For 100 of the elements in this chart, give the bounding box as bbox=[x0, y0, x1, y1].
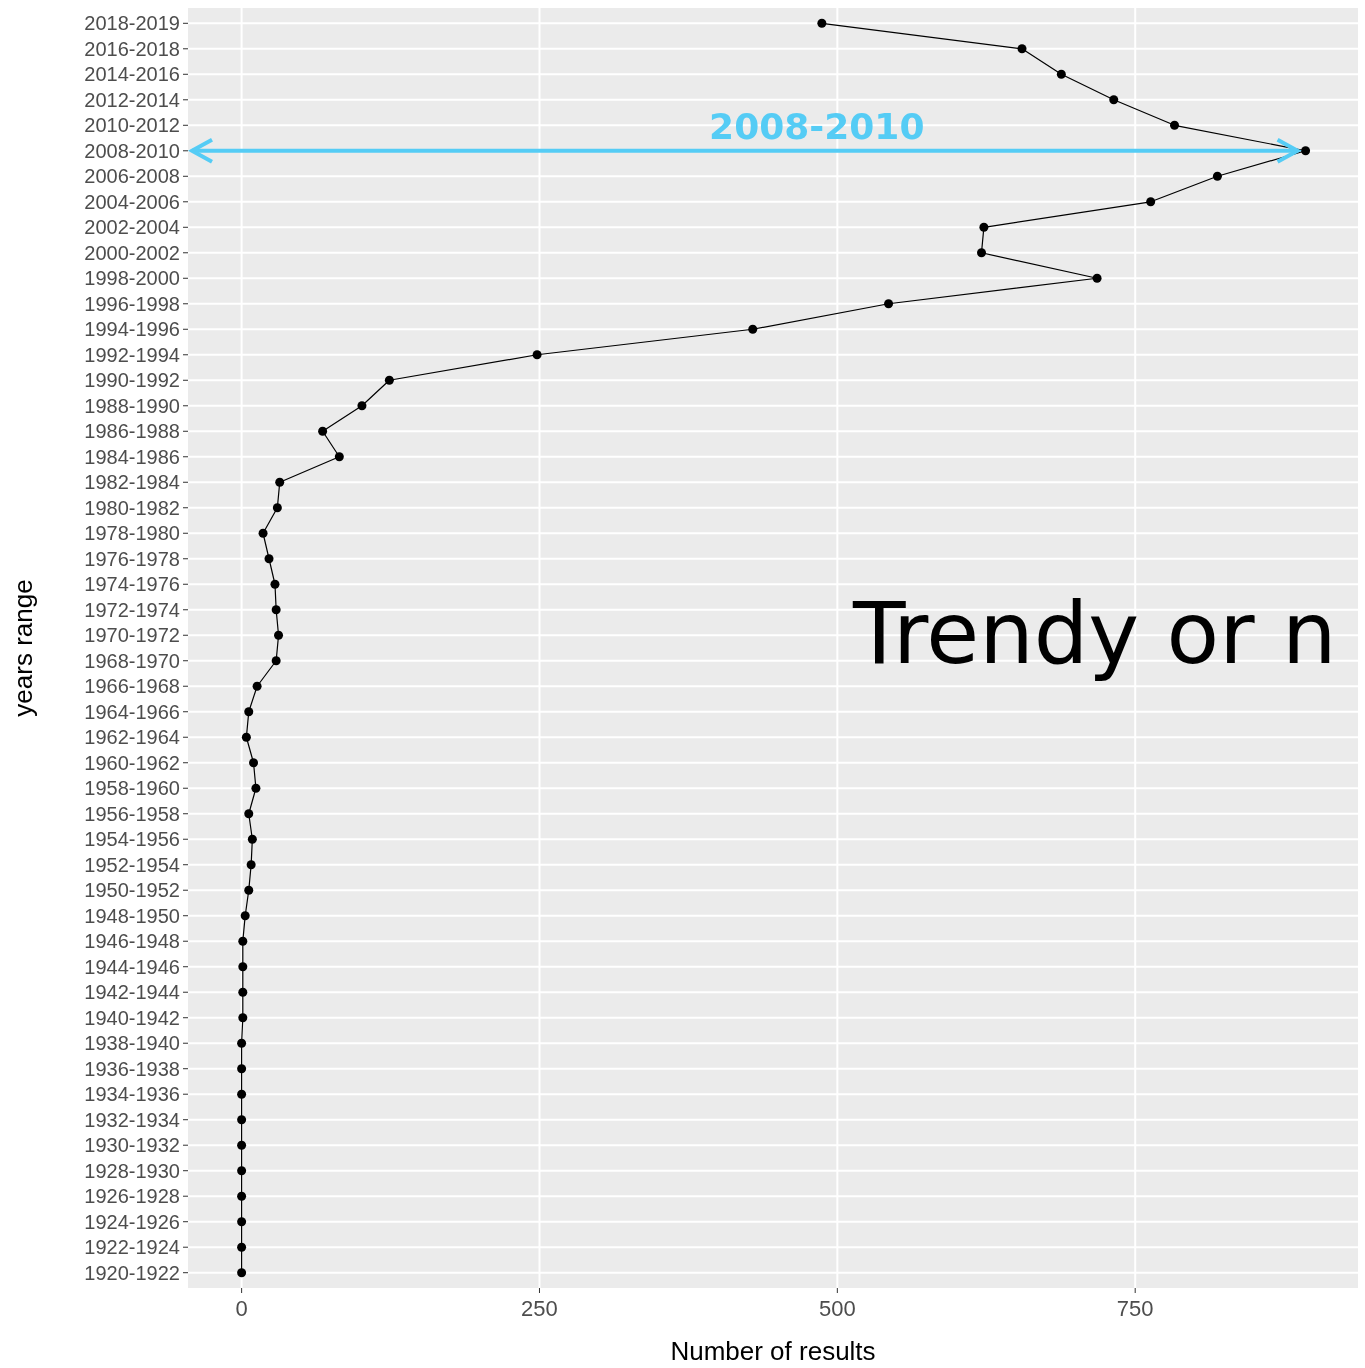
y-tick-label: 1966-1968 bbox=[84, 675, 180, 698]
point bbox=[237, 1166, 247, 1176]
y-tick-label: 1976-1978 bbox=[84, 547, 180, 570]
y-tick-label: 1996-1998 bbox=[84, 292, 180, 315]
point bbox=[1212, 171, 1222, 181]
point bbox=[244, 885, 254, 895]
x-tick-label: 250 bbox=[521, 1296, 558, 1321]
y-tick-label: 1946-1948 bbox=[84, 930, 180, 953]
point bbox=[237, 1038, 247, 1048]
y-tick-label: 2016-2018 bbox=[84, 37, 180, 60]
y-tick-label: 2012-2014 bbox=[84, 88, 180, 111]
x-tick-label: 500 bbox=[818, 1296, 856, 1321]
point bbox=[237, 1191, 247, 1201]
y-tick-label: 1922-1924 bbox=[84, 1236, 180, 1259]
point bbox=[532, 350, 542, 360]
point bbox=[272, 503, 282, 513]
y-tick-label: 2010-2012 bbox=[84, 114, 180, 137]
point bbox=[979, 222, 989, 232]
point bbox=[1092, 273, 1102, 283]
y-tick-label: 1950-1952 bbox=[84, 879, 180, 902]
point bbox=[977, 248, 986, 258]
point bbox=[817, 18, 827, 28]
y-tick-label: 1944-1946 bbox=[84, 955, 180, 978]
y-tick-label: 1992-1994 bbox=[84, 343, 180, 366]
y-axis-title: years range bbox=[8, 579, 38, 717]
point bbox=[334, 452, 344, 462]
point bbox=[238, 962, 248, 972]
y-tick-label: 1930-1932 bbox=[84, 1134, 180, 1157]
point bbox=[244, 707, 254, 717]
y-tick-label: 2014-2016 bbox=[84, 63, 180, 86]
point bbox=[237, 1217, 247, 1227]
y-tick-label: 1932-1934 bbox=[84, 1108, 180, 1131]
y-tick-label: 1920-1922 bbox=[84, 1261, 180, 1284]
point bbox=[247, 834, 257, 844]
y-tick-label: 2002-2004 bbox=[84, 216, 180, 239]
y-tick-label: 1956-1958 bbox=[84, 802, 180, 825]
y-tick-label: 1928-1930 bbox=[84, 1159, 180, 1182]
y-tick-label: 2018-2019 bbox=[84, 12, 180, 35]
y-tick-label: 1968-1970 bbox=[84, 649, 180, 672]
x-tick-label: 750 bbox=[1116, 1296, 1154, 1321]
y-tick-label: 1984-1986 bbox=[84, 445, 180, 468]
y-tick-label: 1980-1982 bbox=[84, 496, 180, 519]
point bbox=[238, 987, 248, 997]
point bbox=[1109, 95, 1119, 105]
point bbox=[240, 911, 250, 921]
y-tick-label: 1942-1944 bbox=[84, 981, 180, 1004]
y-tick-label: 1954-1956 bbox=[84, 828, 180, 851]
y-tick-label: 1940-1942 bbox=[84, 1006, 180, 1029]
point bbox=[271, 656, 281, 666]
point bbox=[274, 630, 284, 640]
point bbox=[357, 401, 367, 411]
x-axis-title: Number of results bbox=[670, 1336, 876, 1366]
x-tick-label: 0 bbox=[235, 1296, 248, 1321]
point bbox=[237, 1064, 247, 1074]
point bbox=[237, 1242, 247, 1252]
point bbox=[275, 477, 285, 487]
point bbox=[1017, 44, 1027, 54]
point bbox=[1056, 69, 1066, 79]
point bbox=[264, 554, 274, 564]
y-tick-label: 1978-1980 bbox=[84, 522, 180, 545]
y-tick-label: 1998-2000 bbox=[84, 267, 180, 290]
point bbox=[1170, 120, 1180, 130]
point bbox=[237, 1115, 247, 1125]
y-tick-label: 2006-2008 bbox=[84, 165, 180, 188]
point bbox=[237, 1268, 247, 1278]
point bbox=[238, 936, 248, 946]
point bbox=[270, 579, 280, 589]
annotation: Trendy or n bbox=[852, 583, 1337, 683]
y-tick-label: 2008-2010 bbox=[84, 139, 180, 162]
y-tick-label: 1986-1988 bbox=[84, 420, 180, 443]
y-tick-label: 1970-1972 bbox=[84, 624, 180, 647]
point bbox=[237, 1140, 247, 1150]
point bbox=[748, 324, 758, 334]
y-tick-label: 1936-1938 bbox=[84, 1057, 180, 1080]
point bbox=[246, 860, 256, 870]
y-tick-label: 1990-1992 bbox=[84, 369, 180, 392]
point bbox=[318, 426, 328, 436]
y-tick-label: 1964-1966 bbox=[84, 700, 180, 723]
y-tick-label: 1938-1940 bbox=[84, 1032, 180, 1055]
point bbox=[384, 375, 394, 385]
annotation: 2008-2010 bbox=[709, 105, 925, 147]
point bbox=[884, 299, 894, 309]
y-tick-label: 1960-1962 bbox=[84, 751, 180, 774]
point bbox=[244, 809, 254, 819]
point bbox=[241, 732, 251, 742]
point bbox=[1301, 146, 1311, 156]
point bbox=[1146, 197, 1156, 207]
point bbox=[249, 758, 259, 768]
point bbox=[271, 605, 281, 615]
y-tick-label: 1982-1984 bbox=[84, 471, 180, 494]
y-tick-label: 1926-1928 bbox=[84, 1185, 180, 1208]
point bbox=[238, 1013, 248, 1023]
point bbox=[258, 528, 268, 538]
y-tick-label: 1972-1974 bbox=[84, 598, 180, 621]
y-tick-label: 2000-2002 bbox=[84, 241, 180, 264]
y-tick-label: 1988-1990 bbox=[84, 394, 180, 417]
point bbox=[252, 681, 262, 691]
y-tick-label: 1924-1926 bbox=[84, 1210, 180, 1233]
y-tick-label: 1974-1976 bbox=[84, 573, 180, 596]
y-tick-label: 1952-1954 bbox=[84, 853, 180, 876]
